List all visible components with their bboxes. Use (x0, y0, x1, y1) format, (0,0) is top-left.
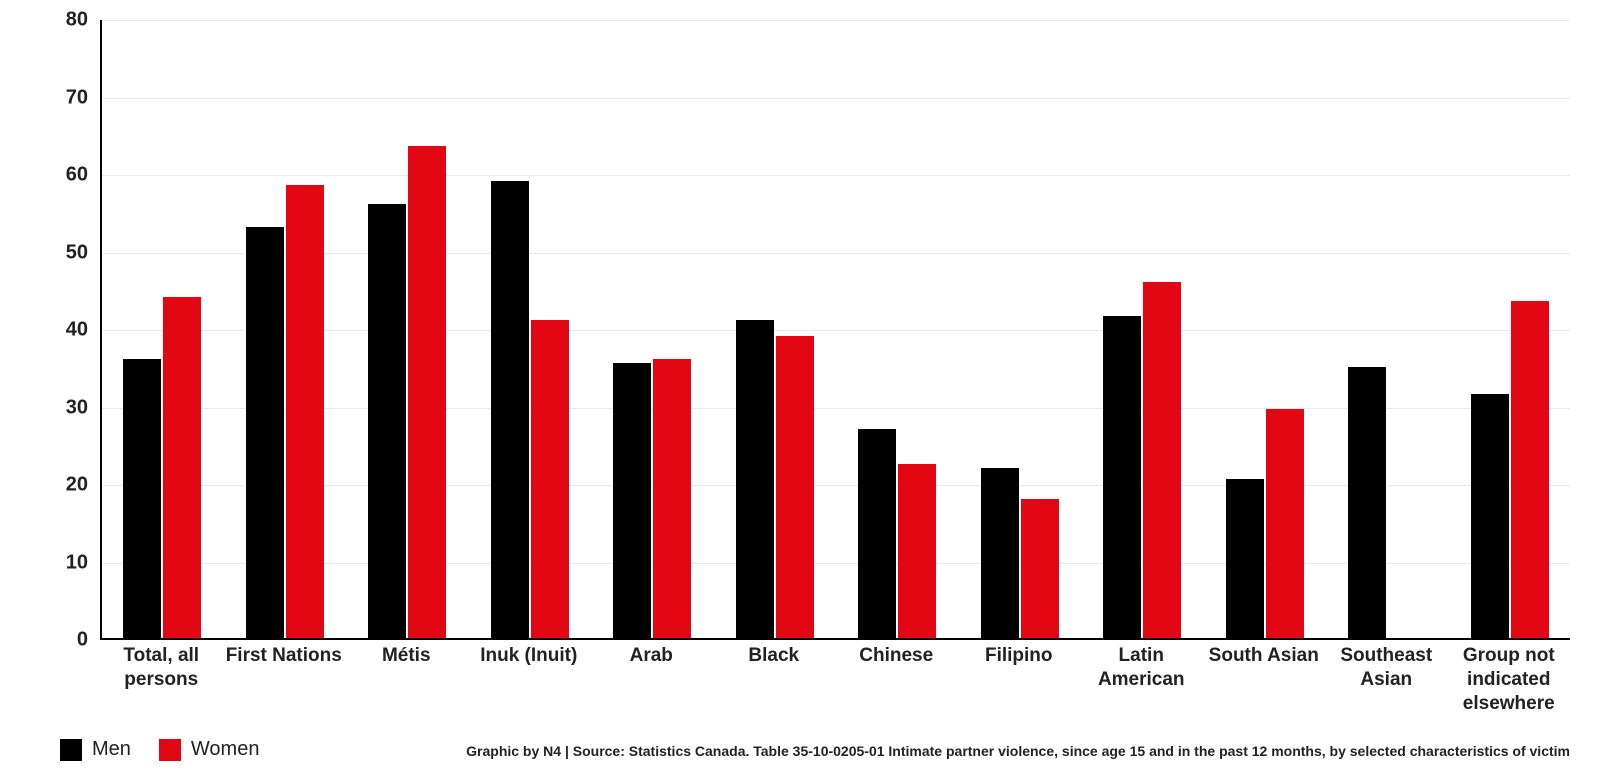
legend-swatch (159, 739, 181, 761)
y-tick-label: 40 (66, 319, 102, 342)
bar-women (286, 185, 324, 638)
bar-men (1226, 479, 1264, 638)
y-tick-label: 80 (66, 9, 102, 32)
bar-men (123, 359, 161, 638)
bar-men (981, 468, 1019, 639)
legend-item: Men (60, 738, 131, 761)
chart-container: 01020304050607080 Total, all personsFirs… (0, 0, 1600, 779)
bar-women (776, 336, 814, 638)
x-category-label: Arab (590, 644, 713, 668)
y-tick-label: 30 (66, 396, 102, 419)
y-tick-label: 50 (66, 241, 102, 264)
x-category-label: Black (713, 644, 836, 668)
x-category-label: Latin American (1080, 644, 1203, 692)
bar-men (1103, 316, 1141, 638)
bars-layer (102, 20, 1570, 638)
legend: Men Women (60, 738, 259, 761)
x-category-label: First Nations (223, 644, 346, 668)
bar-women (531, 320, 569, 638)
x-category-label: South Asian (1203, 644, 1326, 668)
bar-women (1266, 409, 1304, 638)
x-category-label: Chinese (835, 644, 958, 668)
legend-label: Men (92, 738, 131, 761)
y-tick-label: 70 (66, 86, 102, 109)
legend-label: Women (191, 738, 260, 761)
bar-women (1021, 499, 1059, 639)
y-tick-label: 0 (77, 629, 102, 652)
legend-swatch (60, 739, 82, 761)
y-tick-label: 10 (66, 551, 102, 574)
bar-men (736, 320, 774, 638)
x-category-label: Total, all persons (100, 644, 223, 692)
x-category-label: Métis (345, 644, 468, 668)
bar-men (491, 181, 529, 638)
bar-women (653, 359, 691, 638)
source-attribution: Graphic by N4 | Source: Statistics Canad… (466, 743, 1570, 759)
x-category-label: Inuk (Inuit) (468, 644, 591, 668)
y-tick-label: 60 (66, 164, 102, 187)
bar-men (613, 363, 651, 638)
bar-men (246, 227, 284, 638)
bar-men (1348, 367, 1386, 638)
bar-women (163, 297, 201, 638)
y-tick-label: 20 (66, 474, 102, 497)
bar-women (408, 146, 446, 638)
plot-area: 01020304050607080 (100, 20, 1570, 640)
bar-men (858, 429, 896, 638)
bar-men (368, 204, 406, 638)
bar-women (1143, 282, 1181, 639)
bar-women (1511, 301, 1549, 638)
x-category-label: Filipino (958, 644, 1081, 668)
x-category-label: Southeast Asian (1325, 644, 1448, 692)
bar-men (1471, 394, 1509, 638)
bar-women (898, 464, 936, 638)
legend-item: Women (159, 738, 260, 761)
x-category-label: Group not indicated elsewhere (1448, 644, 1571, 715)
